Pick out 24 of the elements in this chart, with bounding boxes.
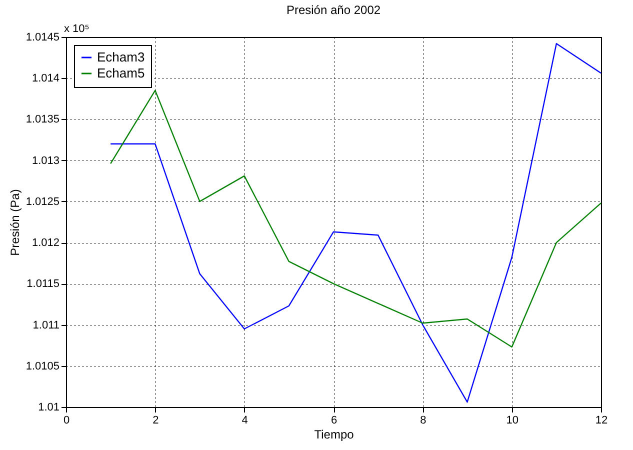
y-tick-label: 1.012 <box>32 237 60 250</box>
x-tick-label: 4 <box>242 414 248 426</box>
legend-label: Echam5 <box>97 66 145 80</box>
x-tick-label: 0 <box>63 414 70 426</box>
x-axis-title: Tiempo <box>314 428 354 442</box>
y-tick-label: 1.014 <box>32 72 60 85</box>
text: x 10⁵ <box>64 23 90 35</box>
x-tick-label: 10 <box>506 414 518 426</box>
x-tick-label: 6 <box>330 414 338 426</box>
y-tick-label: 1.0105 <box>26 360 60 372</box>
line-series <box>110 90 602 348</box>
y-tick-label: 1.01 <box>38 402 60 414</box>
chart-title: Presión año 2002 <box>286 3 381 17</box>
y-tick-label: 1.0135 <box>26 114 60 126</box>
x-tick-label: 8 <box>420 414 426 426</box>
y-tick-label: 1.0125 <box>26 196 60 208</box>
legend-label: Echam3 <box>97 50 145 64</box>
y-tick-label: 1.0145 <box>26 32 60 44</box>
x-tick-label: 2 <box>152 414 159 426</box>
y-tick-label: 1.0115 <box>26 278 60 290</box>
y-tick-label: 1.011 <box>32 319 60 332</box>
y-axis-title: Presión (Pa) <box>8 189 22 256</box>
x-tick-label: 12 <box>595 414 608 426</box>
y-tick-label: 1.013 <box>32 154 60 167</box>
